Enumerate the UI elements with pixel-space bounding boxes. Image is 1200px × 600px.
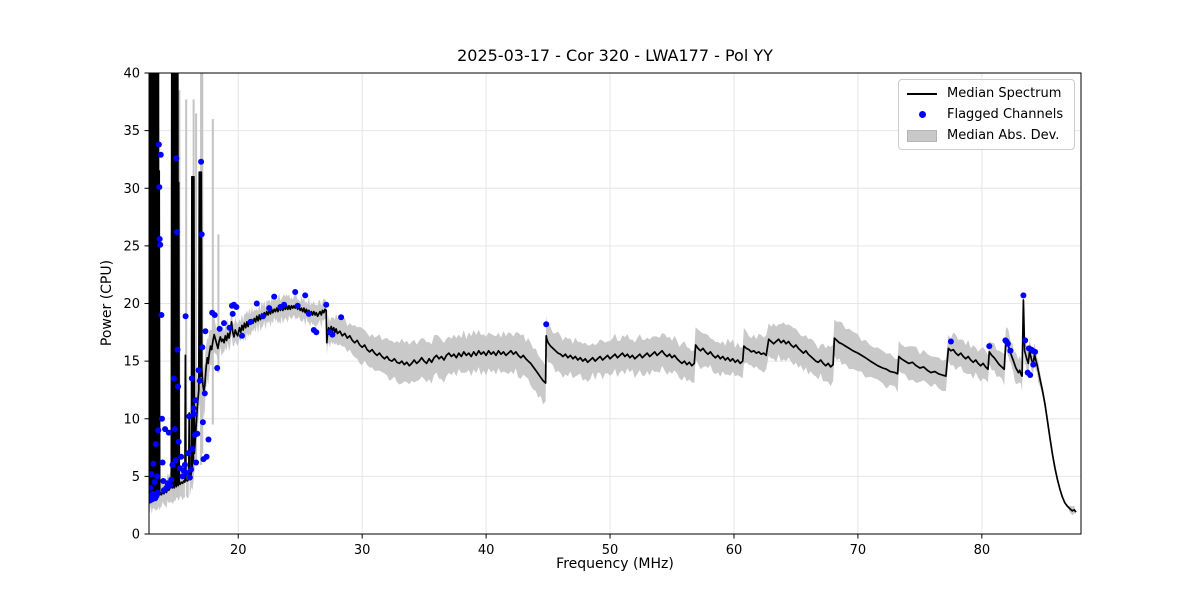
svg-text:80: 80: [974, 543, 991, 558]
svg-text:40: 40: [123, 67, 140, 82]
svg-text:35: 35: [123, 124, 140, 139]
y-axis-label: Power (CPU): [99, 259, 115, 347]
svg-text:30: 30: [354, 543, 371, 558]
median-line-swatch-icon: [905, 92, 939, 95]
x-axis-label: Frequency (MHz): [556, 556, 674, 572]
svg-text:40: 40: [478, 543, 495, 558]
legend-item-median-spectrum: Median Spectrum: [905, 86, 1068, 101]
svg-text:10: 10: [123, 412, 140, 427]
legend-item-median-abs-dev: Median Abs. Dev.: [905, 128, 1068, 143]
legend-label: Flagged Channels: [947, 107, 1064, 122]
legend-label: Median Abs. Dev.: [947, 128, 1060, 143]
legend: Median Spectrum Flagged Channels Median …: [898, 79, 1075, 150]
svg-text:0: 0: [132, 528, 140, 543]
svg-text:70: 70: [850, 543, 867, 558]
svg-text:30: 30: [123, 182, 140, 197]
legend-item-flagged-channels: Flagged Channels: [905, 107, 1068, 122]
svg-text:20: 20: [230, 543, 247, 558]
svg-text:15: 15: [123, 355, 140, 370]
svg-text:20: 20: [123, 297, 140, 312]
flagged-dot-swatch-icon: [905, 111, 939, 118]
svg-text:25: 25: [123, 239, 140, 254]
svg-text:50: 50: [602, 543, 619, 558]
chart-title: 2025-03-17 - Cor 320 - LWA177 - Pol YY: [457, 46, 773, 65]
legend-label: Median Spectrum: [947, 86, 1062, 101]
svg-text:60: 60: [726, 543, 743, 558]
mad-band-swatch-icon: [905, 129, 939, 142]
svg-text:5: 5: [132, 470, 140, 485]
